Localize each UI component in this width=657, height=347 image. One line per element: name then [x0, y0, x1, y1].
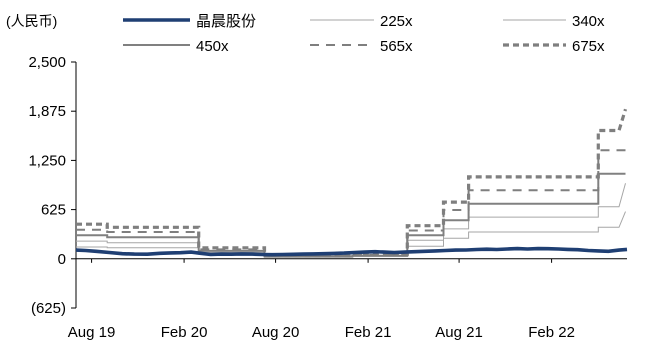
series-line-晶晨股份 [75, 246, 628, 257]
x-tick-label: Aug 20 [252, 324, 300, 341]
legend-label-450x: 450x [196, 38, 229, 55]
legend-label-晶晨股份: 晶晨股份 [196, 13, 256, 30]
axes: (625) 0 625 1,250 1,875 2,500 Aug 19 Feb 20 Aug … [28, 54, 627, 341]
unit-label: (人民币) [6, 13, 57, 29]
y-tick-label: 2,500 [28, 54, 66, 71]
legend-label-225x: 225x [380, 13, 413, 30]
y-tick-label: 625 [41, 202, 66, 219]
y-tick-label: 1,250 [28, 152, 66, 169]
legend-label-340x: 340x [572, 13, 605, 30]
series-line-340x [76, 183, 626, 258]
x-tick-label: Aug 19 [68, 324, 116, 341]
legend: 晶晨股份 225x 340x 450x 565x 675x [123, 13, 605, 55]
x-tick-label: Aug 21 [435, 324, 483, 341]
series-line-450x [76, 172, 626, 258]
legend-label-565x: 565x [380, 38, 413, 55]
x-tick-label: Feb 22 [528, 324, 575, 341]
series-line-675x [76, 108, 628, 258]
x-tick-label: Feb 21 [345, 324, 392, 341]
series-layer [75, 108, 628, 258]
legend-label-675x: 675x [572, 38, 605, 55]
x-tick-label: Feb 20 [161, 324, 208, 341]
y-tick-label: (625) [31, 300, 66, 317]
y-tick-label: 0 [58, 251, 66, 268]
y-tick-label: 1,875 [28, 103, 66, 120]
